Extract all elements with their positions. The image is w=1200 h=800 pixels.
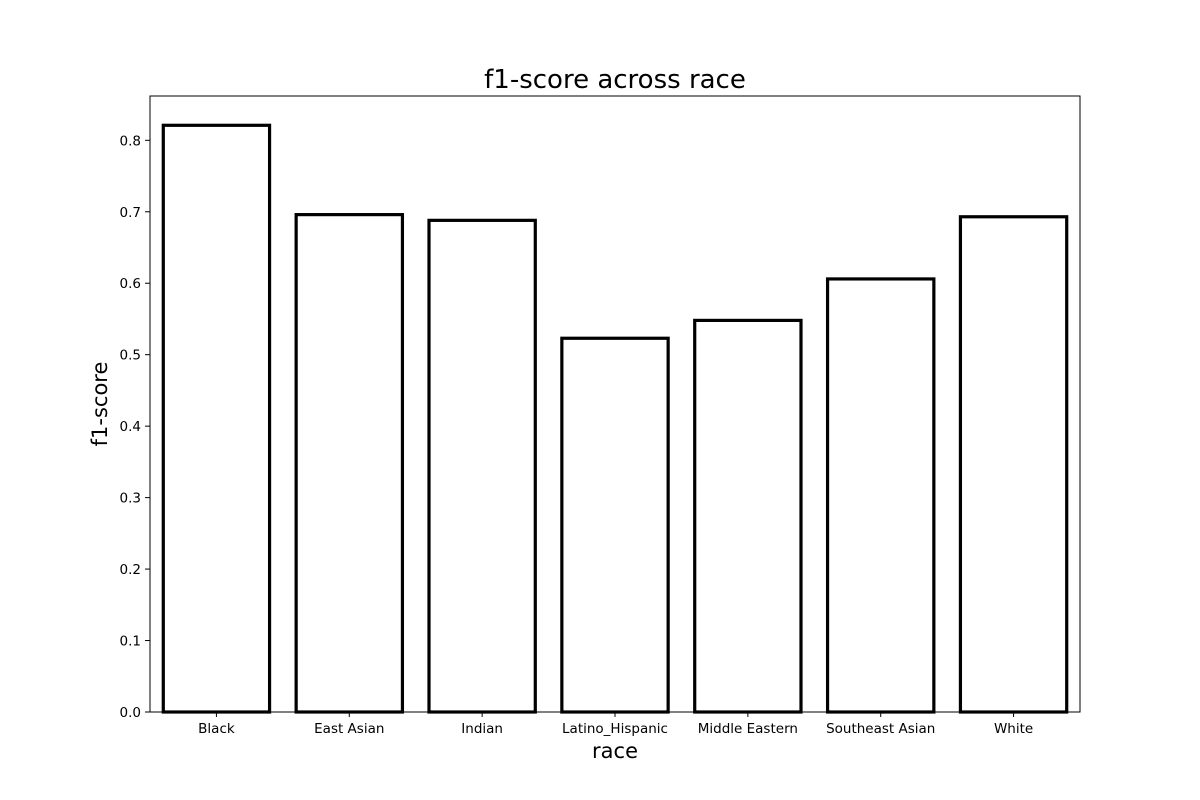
x-axis-label: race <box>592 739 638 763</box>
y-tick-label: 0.2 <box>120 562 141 578</box>
y-tick-label: 0.1 <box>120 634 141 650</box>
bar-middle-eastern <box>693 318 803 714</box>
bars-group <box>161 123 1069 714</box>
y-tick-label: 0.8 <box>120 133 141 149</box>
bar-east-asian <box>294 213 405 714</box>
x-tick-label: Latino_Hispanic <box>562 721 668 737</box>
x-tick-label: Black <box>198 721 235 737</box>
y-tick-label: 0.6 <box>120 276 141 292</box>
y-tick-label: 0.3 <box>120 491 141 507</box>
chart-title: f1-score across race <box>484 65 746 95</box>
y-tick-label: 0.7 <box>120 205 141 221</box>
x-tick-label: East Asian <box>314 721 384 737</box>
y-tick-label: 0.5 <box>120 348 141 364</box>
x-tick-label: Indian <box>461 721 503 737</box>
bar-latino-hispanic <box>560 336 670 714</box>
y-axis-label: f1-score <box>88 362 112 447</box>
x-tick-label: Middle Eastern <box>698 721 798 737</box>
y-tick-label: 0.4 <box>120 419 141 435</box>
x-axis: Black East Asian Indian Latino_Hispanic Midd… <box>198 712 1033 737</box>
bar-indian <box>427 218 537 714</box>
y-axis: 0.0 0.1 0.2 0.3 0.4 0.5 0.6 0.7 0.8 <box>120 133 150 721</box>
bar-black <box>161 123 272 714</box>
bar-southeast-asian <box>825 277 936 714</box>
y-tick-label: 0.0 <box>120 705 141 721</box>
x-tick-label: White <box>994 721 1033 737</box>
bar-white <box>958 215 1069 714</box>
x-tick-label: Southeast Asian <box>826 721 935 737</box>
